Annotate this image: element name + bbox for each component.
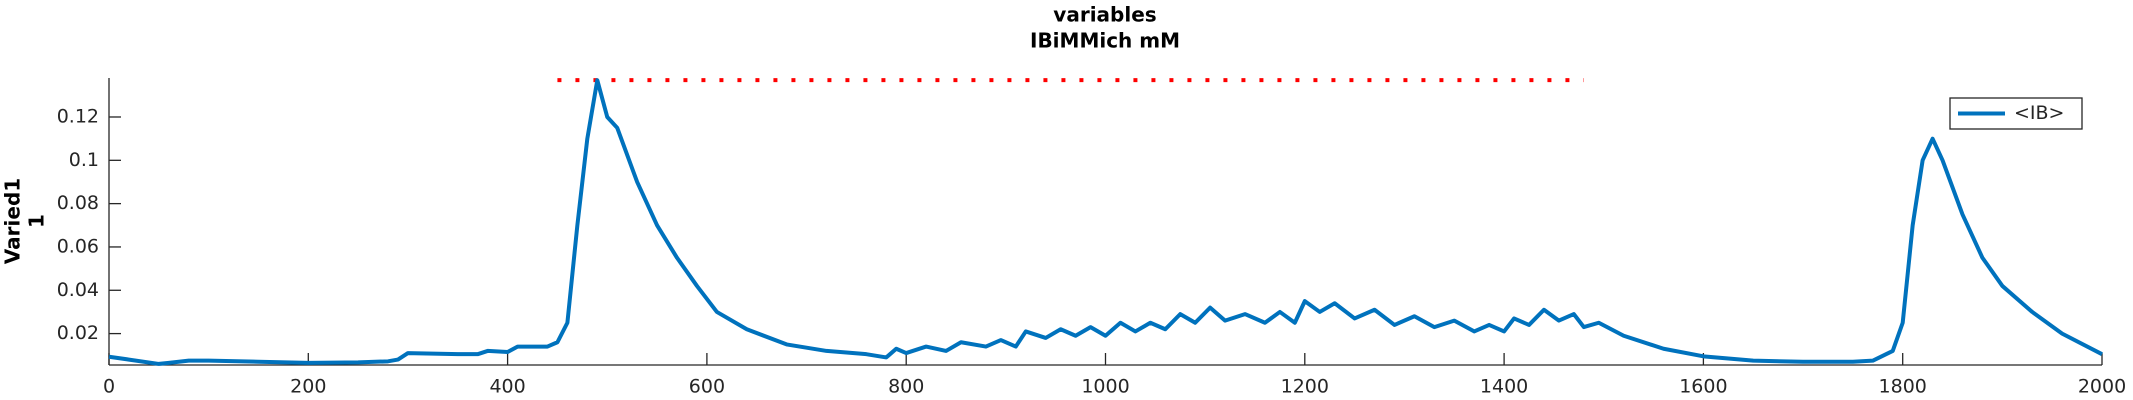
x-tick-label: 0: [103, 376, 115, 398]
y-tick-label: 0.06: [57, 235, 99, 257]
y-tick-label: 0.12: [57, 105, 99, 127]
y-tick-label: 0.1: [69, 149, 99, 171]
x-tick-label: 1200: [1281, 376, 1329, 398]
y-axis-label: 1: [25, 214, 49, 228]
y-axis-label: Varied1: [1, 178, 25, 264]
y-tick-label: 0.04: [57, 279, 99, 301]
y-tick-label: 0.08: [57, 192, 99, 214]
x-tick-label: 2000: [2078, 376, 2126, 398]
x-tick-label: 600: [689, 376, 725, 398]
chart-title: IBiMMich mM: [1030, 29, 1180, 53]
x-tick-label: 800: [888, 376, 924, 398]
series-line: [108, 78, 2103, 366]
x-tick-label: 200: [290, 376, 326, 398]
legend-label: <IB>: [2014, 102, 2064, 124]
x-tick-label: 1400: [1480, 376, 1528, 398]
chart-title: variables: [1053, 3, 1156, 27]
x-tick-label: 1000: [1081, 376, 1129, 398]
y-tick-label: 0.02: [57, 322, 99, 344]
x-tick-label: 400: [489, 376, 525, 398]
x-tick-label: 1600: [1679, 376, 1727, 398]
x-tick-label: 1800: [1879, 376, 1927, 398]
